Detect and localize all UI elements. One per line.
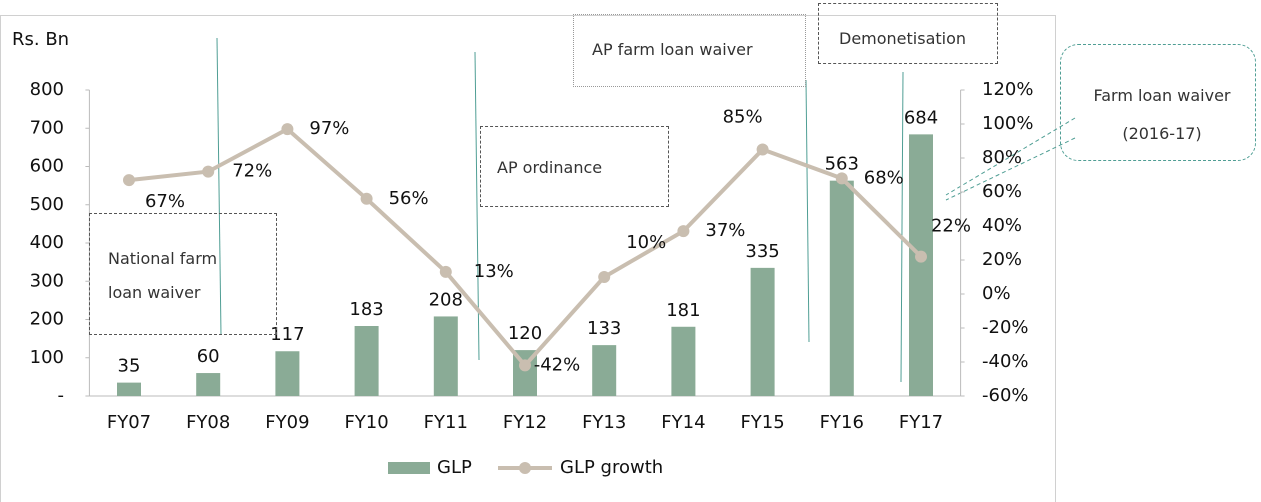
legend-label: GLP — [437, 457, 472, 478]
growth-marker — [439, 265, 452, 278]
growth-value-label: 37% — [705, 220, 745, 241]
bar-value-label: 120 — [508, 323, 542, 344]
growth-marker — [360, 192, 373, 205]
growth-value-label: 85% — [723, 107, 763, 128]
growth-marker — [835, 172, 848, 185]
annotation: Farm loan waiver (2016-17) — [1060, 44, 1256, 161]
y-tick-label: - — [58, 385, 65, 406]
bar-value-label: 181 — [666, 300, 700, 321]
bar — [750, 267, 775, 396]
y2-tick-label: 20% — [982, 249, 1022, 270]
y2-tick-label: 0% — [982, 283, 1011, 304]
legend-marker — [519, 462, 531, 474]
x-tick-label: FY13 — [582, 412, 626, 433]
growth-marker — [598, 271, 611, 283]
bar — [354, 326, 379, 396]
y2-tick-label: -40% — [982, 351, 1029, 372]
y2-tick-label: 120% — [982, 79, 1033, 100]
x-tick-label: FY10 — [344, 412, 388, 433]
x-tick-label: FY14 — [661, 412, 705, 433]
y-axis-label: Rs. Bn — [12, 29, 69, 50]
growth-value-label: 10% — [626, 232, 666, 253]
y2-tick-label: 60% — [982, 181, 1022, 202]
legend-label: GLP growth — [560, 457, 663, 478]
bar-value-label: 563 — [825, 154, 859, 175]
growth-value-label: 72% — [232, 161, 272, 182]
growth-marker — [281, 123, 294, 136]
bar-value-label: 60 — [197, 346, 220, 367]
growth-value-label: 22% — [931, 216, 971, 237]
y-tick-label: 700 — [30, 117, 64, 138]
x-tick-label: FY12 — [503, 412, 547, 433]
annotation: AP ordinance — [480, 126, 669, 207]
growth-marker — [123, 174, 135, 187]
x-tick-label: FY15 — [740, 412, 784, 433]
chart-border — [0, 15, 1056, 502]
event-line — [474, 51, 480, 361]
bar — [433, 316, 458, 396]
growth-value-label: 13% — [474, 261, 514, 282]
annotation: AP farm loan waiver — [573, 14, 806, 87]
y2-tick-label: 100% — [982, 113, 1033, 134]
y-tick-label: 100 — [30, 347, 64, 368]
growth-marker — [756, 143, 769, 156]
bar-value-label: 133 — [587, 318, 621, 339]
x-tick-label: FY07 — [107, 412, 151, 433]
annotation: Demonetisation — [818, 3, 998, 64]
growth-marker — [915, 250, 927, 263]
x-tick-label: FY16 — [820, 412, 864, 433]
y2-tick-label: -20% — [982, 317, 1029, 338]
y-tick-label: 600 — [30, 156, 64, 177]
event-line — [805, 79, 810, 343]
y-tick-label: 500 — [30, 194, 64, 215]
growth-value-label: -42% — [534, 354, 581, 375]
event-line — [216, 37, 222, 336]
bar — [117, 382, 141, 396]
annotation: National farm loan waiver — [89, 213, 277, 335]
bar — [909, 134, 933, 396]
growth-value-label: 67% — [145, 191, 185, 212]
bar-value-label: 183 — [349, 299, 383, 320]
x-tick-label: FY11 — [424, 412, 468, 433]
y-tick-label: 800 — [30, 79, 64, 100]
growth-value-label: 56% — [389, 188, 429, 209]
growth-value-label: 97% — [309, 118, 349, 139]
y-tick-label: 200 — [30, 309, 64, 330]
bar — [829, 180, 854, 396]
bar-value-label: 335 — [745, 241, 779, 262]
bar-value-label: 684 — [904, 107, 938, 128]
callout-line — [945, 137, 1076, 201]
growth-marker — [202, 165, 215, 178]
bar-value-label: 35 — [118, 356, 141, 377]
y2-tick-label: -60% — [982, 385, 1029, 406]
bar — [196, 373, 221, 396]
event-lines — [216, 37, 904, 383]
y-tick-label: 300 — [30, 270, 64, 291]
growth-marker — [519, 359, 531, 372]
y-tick-label: 400 — [30, 232, 64, 253]
y2-tick-label: 80% — [982, 147, 1022, 168]
x-tick-label: FY08 — [186, 412, 230, 433]
bar — [592, 345, 617, 396]
bar — [671, 326, 696, 396]
growth-marker — [677, 225, 690, 238]
bar-value-label: 117 — [270, 324, 304, 345]
x-tick-label: FY09 — [265, 412, 309, 433]
event-line — [900, 71, 904, 383]
growth-value-label: 68% — [864, 167, 904, 188]
y2-tick-label: 40% — [982, 215, 1022, 236]
bar-value-label: 208 — [429, 289, 463, 310]
legend-swatch — [388, 462, 430, 474]
bar — [275, 351, 300, 396]
x-tick-label: FY17 — [899, 412, 943, 433]
